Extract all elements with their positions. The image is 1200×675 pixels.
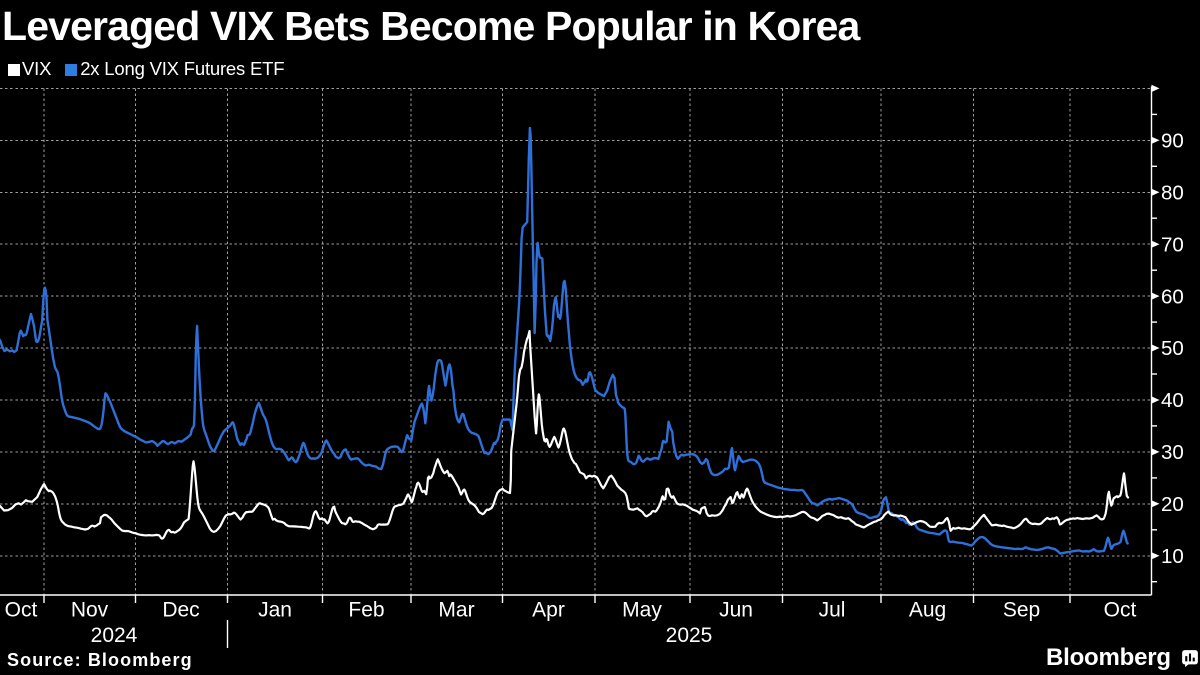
svg-text:Jul: Jul — [819, 599, 846, 622]
svg-text:80: 80 — [1161, 182, 1184, 205]
svg-text:May: May — [622, 599, 662, 622]
svg-text:2025: 2025 — [666, 624, 713, 647]
svg-text:60: 60 — [1161, 285, 1184, 308]
svg-text:10: 10 — [1161, 545, 1184, 568]
svg-text:Dec: Dec — [162, 599, 199, 622]
svg-text:Jun: Jun — [719, 599, 753, 622]
svg-text:50: 50 — [1161, 337, 1184, 360]
svg-text:70: 70 — [1161, 233, 1184, 256]
svg-text:20: 20 — [1161, 493, 1184, 516]
svg-text:Oct: Oct — [5, 599, 38, 622]
svg-text:40: 40 — [1161, 389, 1184, 412]
svg-text:90: 90 — [1161, 130, 1184, 153]
svg-text:Oct: Oct — [1104, 599, 1137, 622]
svg-text:Jan: Jan — [258, 599, 292, 622]
svg-text:Feb: Feb — [348, 599, 384, 622]
svg-text:Apr: Apr — [532, 599, 565, 622]
svg-text:Mar: Mar — [438, 599, 474, 622]
svg-text:Aug: Aug — [909, 599, 946, 622]
svg-text:Nov: Nov — [71, 599, 109, 622]
svg-text:Sep: Sep — [1003, 599, 1040, 622]
svg-text:2024: 2024 — [91, 624, 138, 647]
svg-text:30: 30 — [1161, 441, 1184, 464]
